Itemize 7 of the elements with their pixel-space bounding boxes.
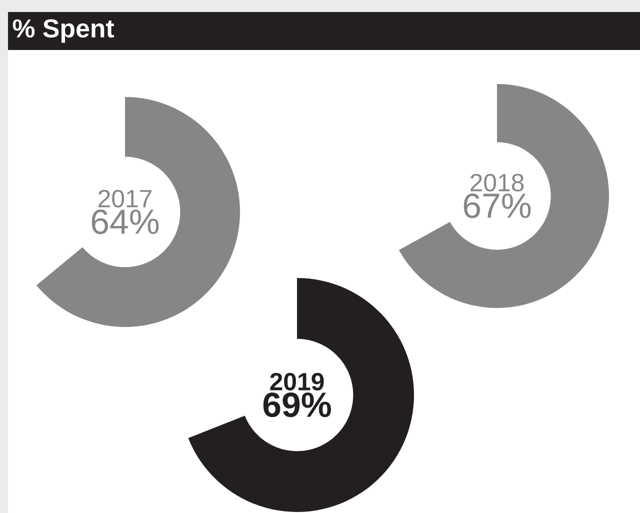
data-label: 69% (263, 392, 331, 418)
text: 2019 (270, 372, 324, 390)
data-label: 67% (464, 193, 531, 218)
text: % Spent (12, 19, 114, 43)
text: 2017 (98, 190, 152, 208)
data-label: 64% (92, 209, 159, 234)
text: 2018 (470, 174, 524, 192)
